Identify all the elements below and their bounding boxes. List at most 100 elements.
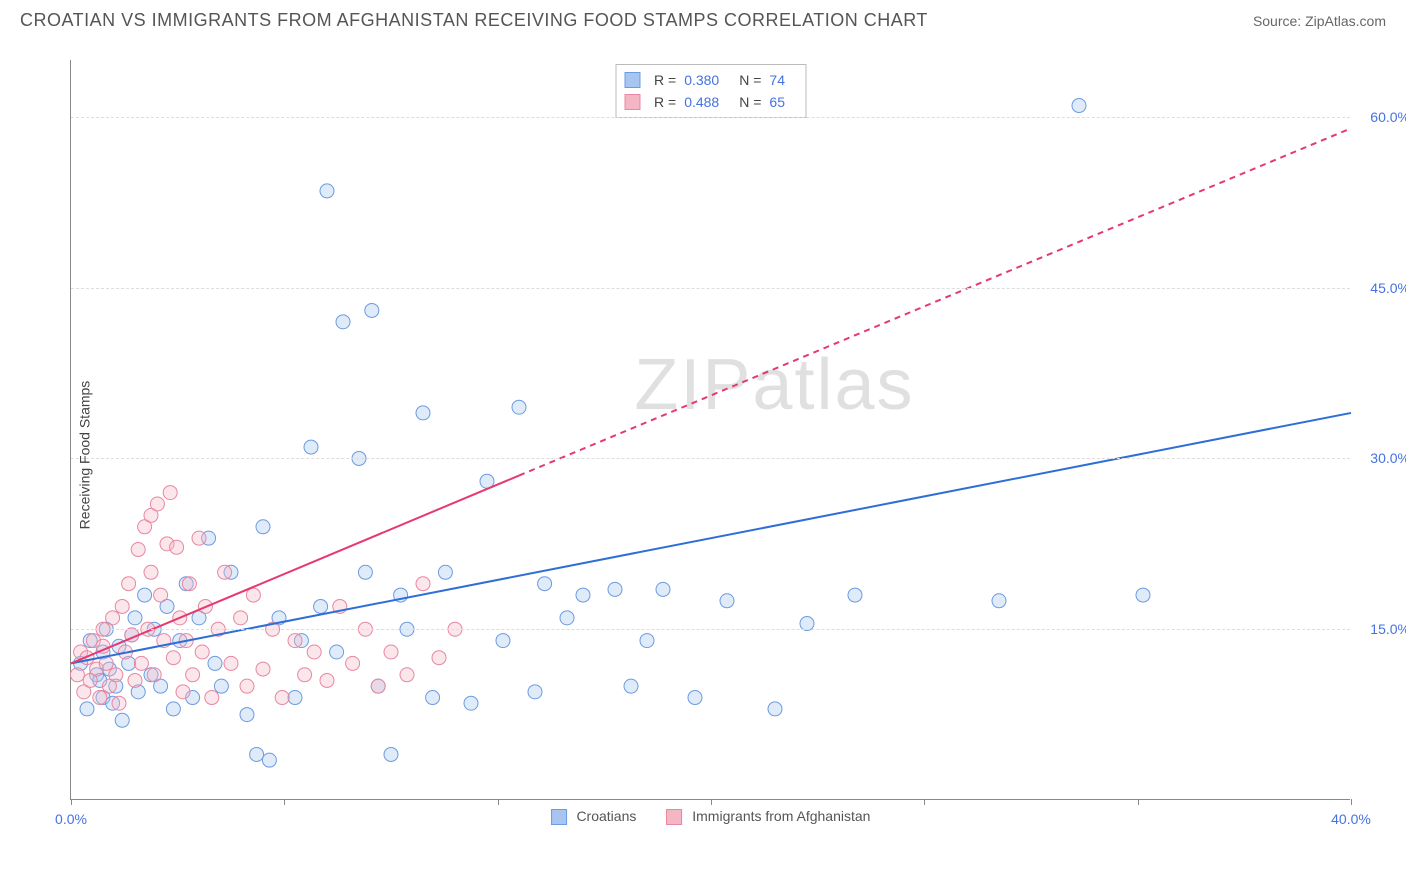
data-point xyxy=(262,753,276,767)
data-point xyxy=(365,303,379,317)
data-point xyxy=(288,691,302,705)
data-point xyxy=(560,611,574,625)
data-point xyxy=(166,651,180,665)
data-point xyxy=(688,691,702,705)
n-value-croatians: 74 xyxy=(769,69,785,91)
data-point xyxy=(246,588,260,602)
chart-title: CROATIAN VS IMMIGRANTS FROM AFGHANISTAN … xyxy=(20,10,928,31)
data-point xyxy=(144,565,158,579)
data-point xyxy=(115,713,129,727)
data-point xyxy=(314,599,328,613)
swatch-croatians xyxy=(551,809,567,825)
data-point xyxy=(99,656,113,670)
data-point xyxy=(496,634,510,648)
data-point xyxy=(70,668,84,682)
data-point xyxy=(131,543,145,557)
source-attribution: Source: ZipAtlas.com xyxy=(1253,13,1386,29)
trend-line-extrapolated xyxy=(519,128,1351,475)
data-point xyxy=(115,599,129,613)
data-point xyxy=(307,645,321,659)
data-point xyxy=(256,662,270,676)
data-point xyxy=(134,656,148,670)
data-point xyxy=(122,577,136,591)
data-point xyxy=(304,440,318,454)
data-point xyxy=(720,594,734,608)
data-point xyxy=(224,656,238,670)
data-point xyxy=(336,315,350,329)
data-point xyxy=(106,611,120,625)
legend-row-afghanistan: R = 0.488 N = 65 xyxy=(624,91,797,113)
data-point xyxy=(93,691,107,705)
swatch-croatians xyxy=(624,72,640,88)
swatch-afghanistan xyxy=(624,94,640,110)
data-point xyxy=(320,673,334,687)
data-point xyxy=(438,565,452,579)
data-point xyxy=(358,565,372,579)
data-point xyxy=(218,565,232,579)
data-point xyxy=(288,634,302,648)
r-value-croatians: 0.380 xyxy=(684,69,719,91)
data-point xyxy=(154,588,168,602)
data-point xyxy=(163,486,177,500)
x-tick-label: 0.0% xyxy=(55,811,87,827)
n-value-afghanistan: 65 xyxy=(769,91,785,113)
data-point xyxy=(528,685,542,699)
data-point xyxy=(384,645,398,659)
data-point xyxy=(170,540,184,554)
data-point xyxy=(192,531,206,545)
chart-container: Receiving Food Stamps ZIPatlas R = 0.380… xyxy=(50,50,1390,860)
data-point xyxy=(992,594,1006,608)
y-tick-label: 45.0% xyxy=(1370,280,1406,296)
data-point xyxy=(608,582,622,596)
legend-row-croatians: R = 0.380 N = 74 xyxy=(624,69,797,91)
data-point xyxy=(371,679,385,693)
y-tick-label: 30.0% xyxy=(1370,450,1406,466)
data-point xyxy=(464,696,478,710)
data-point xyxy=(512,400,526,414)
data-point xyxy=(576,588,590,602)
data-point xyxy=(208,656,222,670)
r-value-afghanistan: 0.488 xyxy=(684,91,719,113)
data-point xyxy=(138,588,152,602)
data-point xyxy=(416,406,430,420)
chart-svg xyxy=(71,60,1351,800)
data-point xyxy=(112,696,126,710)
data-point xyxy=(150,497,164,511)
data-point xyxy=(166,702,180,716)
data-point xyxy=(205,691,219,705)
data-point xyxy=(1072,99,1086,113)
y-tick-label: 60.0% xyxy=(1370,109,1406,125)
data-point xyxy=(256,520,270,534)
data-point xyxy=(538,577,552,591)
data-point xyxy=(234,611,248,625)
x-tick-label: 40.0% xyxy=(1331,811,1371,827)
data-point xyxy=(128,611,142,625)
data-point xyxy=(298,668,312,682)
data-point xyxy=(624,679,638,693)
y-tick-label: 15.0% xyxy=(1370,621,1406,637)
data-point xyxy=(240,679,254,693)
data-point xyxy=(182,577,196,591)
data-point xyxy=(1136,588,1150,602)
plot-area: ZIPatlas R = 0.380 N = 74 R = 0.488 N = … xyxy=(70,60,1350,800)
data-point xyxy=(275,691,289,705)
data-point xyxy=(640,634,654,648)
trend-line xyxy=(71,413,1351,663)
data-point xyxy=(384,747,398,761)
data-point xyxy=(109,668,123,682)
legend-item-afghanistan: Immigrants from Afghanistan xyxy=(666,808,870,825)
data-point xyxy=(214,679,228,693)
data-point xyxy=(346,656,360,670)
data-point xyxy=(195,645,209,659)
data-point xyxy=(186,668,200,682)
data-point xyxy=(432,651,446,665)
data-point xyxy=(80,702,94,716)
data-point xyxy=(250,747,264,761)
correlation-legend: R = 0.380 N = 74 R = 0.488 N = 65 xyxy=(615,64,806,118)
data-point xyxy=(330,645,344,659)
data-point xyxy=(416,577,430,591)
data-point xyxy=(768,702,782,716)
data-point xyxy=(176,685,190,699)
series-legend: Croatians Immigrants from Afghanistan xyxy=(551,808,871,825)
data-point xyxy=(656,582,670,596)
